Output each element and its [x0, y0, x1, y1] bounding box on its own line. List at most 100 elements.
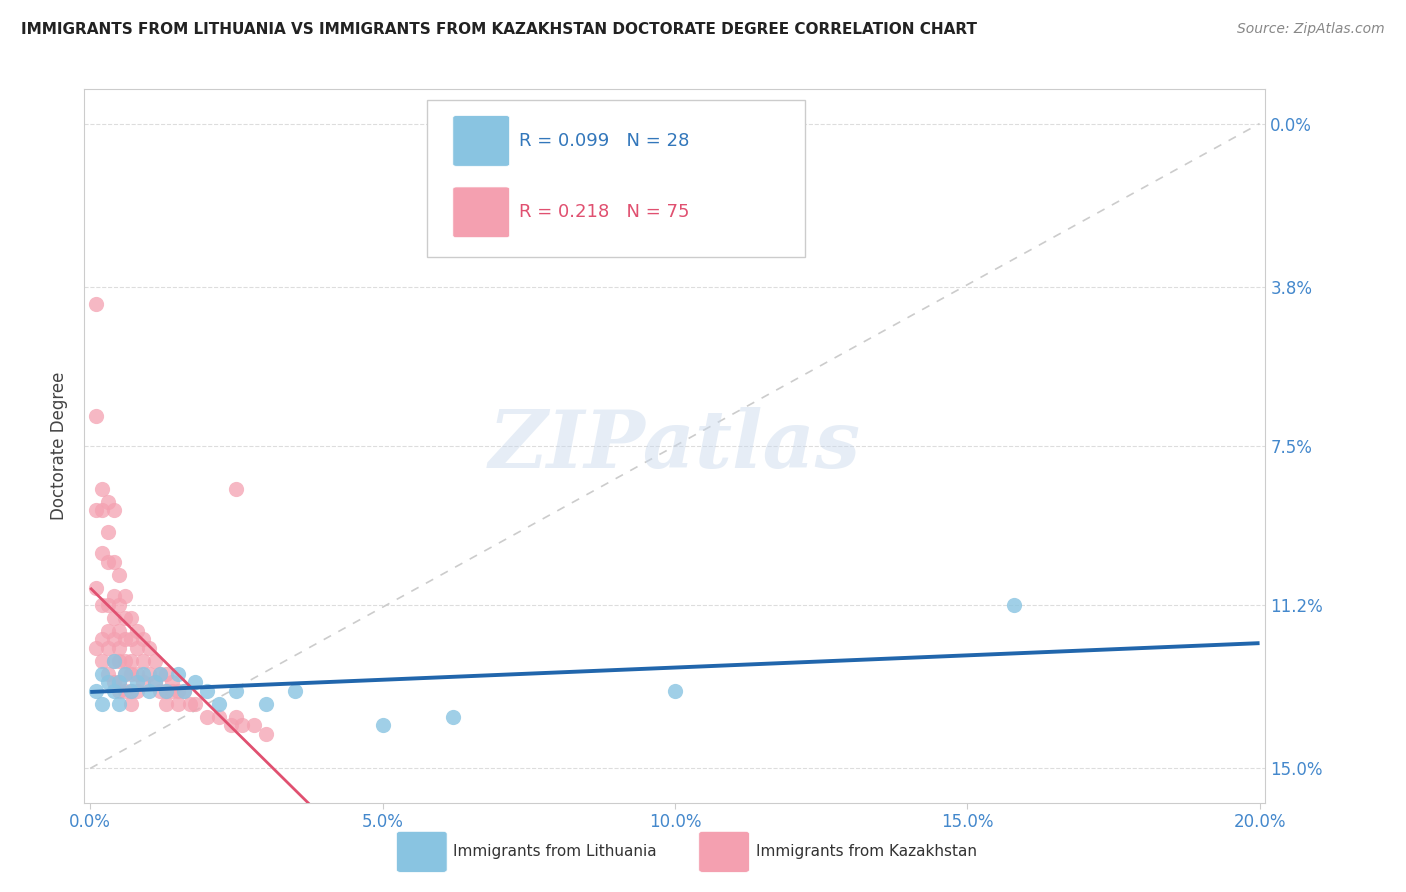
Point [173, 684, 195, 698]
Point [90, 546, 112, 560]
Point [167, 666, 190, 681]
Point [108, 598, 131, 612]
Y-axis label: Doctorate Degree: Doctorate Degree [51, 372, 69, 520]
Point [108, 654, 131, 668]
Point [97, 666, 120, 681]
Point [284, 684, 307, 698]
Point [125, 624, 148, 638]
FancyBboxPatch shape [453, 187, 509, 237]
Point [155, 684, 177, 698]
Point [143, 654, 166, 668]
Point [125, 684, 148, 698]
Point [84, 641, 107, 656]
Point [120, 697, 142, 711]
Text: R = 0.099   N = 28: R = 0.099 N = 28 [519, 132, 689, 150]
Point [173, 684, 195, 698]
Point [120, 632, 142, 647]
Point [371, 718, 394, 732]
Point [225, 482, 247, 496]
Point [90, 482, 112, 496]
Point [155, 697, 177, 711]
Point [160, 675, 183, 690]
Point [114, 654, 136, 668]
Point [155, 684, 177, 698]
Text: IMMIGRANTS FROM LITHUANIA VS IMMIGRANTS FROM KAZAKHSTAN DOCTORATE DEGREE CORRELA: IMMIGRANTS FROM LITHUANIA VS IMMIGRANTS … [21, 22, 977, 37]
Point [114, 666, 136, 681]
Point [155, 666, 177, 681]
Point [167, 684, 190, 698]
Point [90, 697, 112, 711]
Point [108, 675, 131, 690]
Point [90, 632, 112, 647]
Point [132, 654, 155, 668]
Point [179, 697, 201, 711]
Point [195, 710, 218, 724]
Point [138, 641, 160, 656]
Point [120, 684, 142, 698]
Point [97, 598, 120, 612]
Point [132, 666, 155, 681]
Point [208, 710, 231, 724]
Point [114, 611, 136, 625]
FancyBboxPatch shape [453, 116, 509, 166]
Point [1002, 598, 1025, 612]
Point [254, 727, 277, 741]
Point [97, 495, 120, 509]
Point [97, 641, 120, 656]
Point [167, 697, 190, 711]
Point [120, 654, 142, 668]
Text: R = 0.218   N = 75: R = 0.218 N = 75 [519, 203, 689, 221]
Point [125, 666, 148, 681]
Point [97, 555, 120, 569]
Point [208, 697, 231, 711]
Point [143, 675, 166, 690]
Point [108, 624, 131, 638]
Point [184, 675, 207, 690]
Point [90, 666, 112, 681]
Point [149, 666, 172, 681]
Point [114, 632, 136, 647]
Point [103, 632, 125, 647]
Point [132, 675, 155, 690]
Point [114, 590, 136, 604]
Point [225, 684, 247, 698]
Point [219, 718, 242, 732]
Point [125, 675, 148, 690]
Point [90, 503, 112, 517]
Point [103, 555, 125, 569]
Point [103, 684, 125, 698]
Point [195, 684, 218, 698]
Text: Source: ZipAtlas.com: Source: ZipAtlas.com [1237, 22, 1385, 37]
Point [90, 598, 112, 612]
Point [103, 654, 125, 668]
Point [97, 675, 120, 690]
Point [84, 297, 107, 311]
Point [103, 675, 125, 690]
Point [120, 684, 142, 698]
Point [114, 684, 136, 698]
Point [184, 697, 207, 711]
Point [108, 568, 131, 582]
Point [441, 710, 464, 724]
FancyBboxPatch shape [427, 100, 804, 257]
Point [103, 503, 125, 517]
Point [138, 666, 160, 681]
Text: Immigrants from Lithuania: Immigrants from Lithuania [453, 845, 657, 859]
Text: ZIPatlas: ZIPatlas [489, 408, 860, 484]
Point [108, 675, 131, 690]
Point [114, 666, 136, 681]
Point [97, 524, 120, 539]
Point [84, 503, 107, 517]
Point [103, 611, 125, 625]
Point [103, 590, 125, 604]
Point [132, 632, 155, 647]
Point [149, 684, 172, 698]
Point [120, 611, 142, 625]
Point [138, 684, 160, 698]
Point [149, 666, 172, 681]
Point [84, 684, 107, 698]
Point [160, 684, 183, 698]
Point [243, 718, 266, 732]
Text: Immigrants from Kazakhstan: Immigrants from Kazakhstan [756, 845, 977, 859]
Point [231, 718, 253, 732]
